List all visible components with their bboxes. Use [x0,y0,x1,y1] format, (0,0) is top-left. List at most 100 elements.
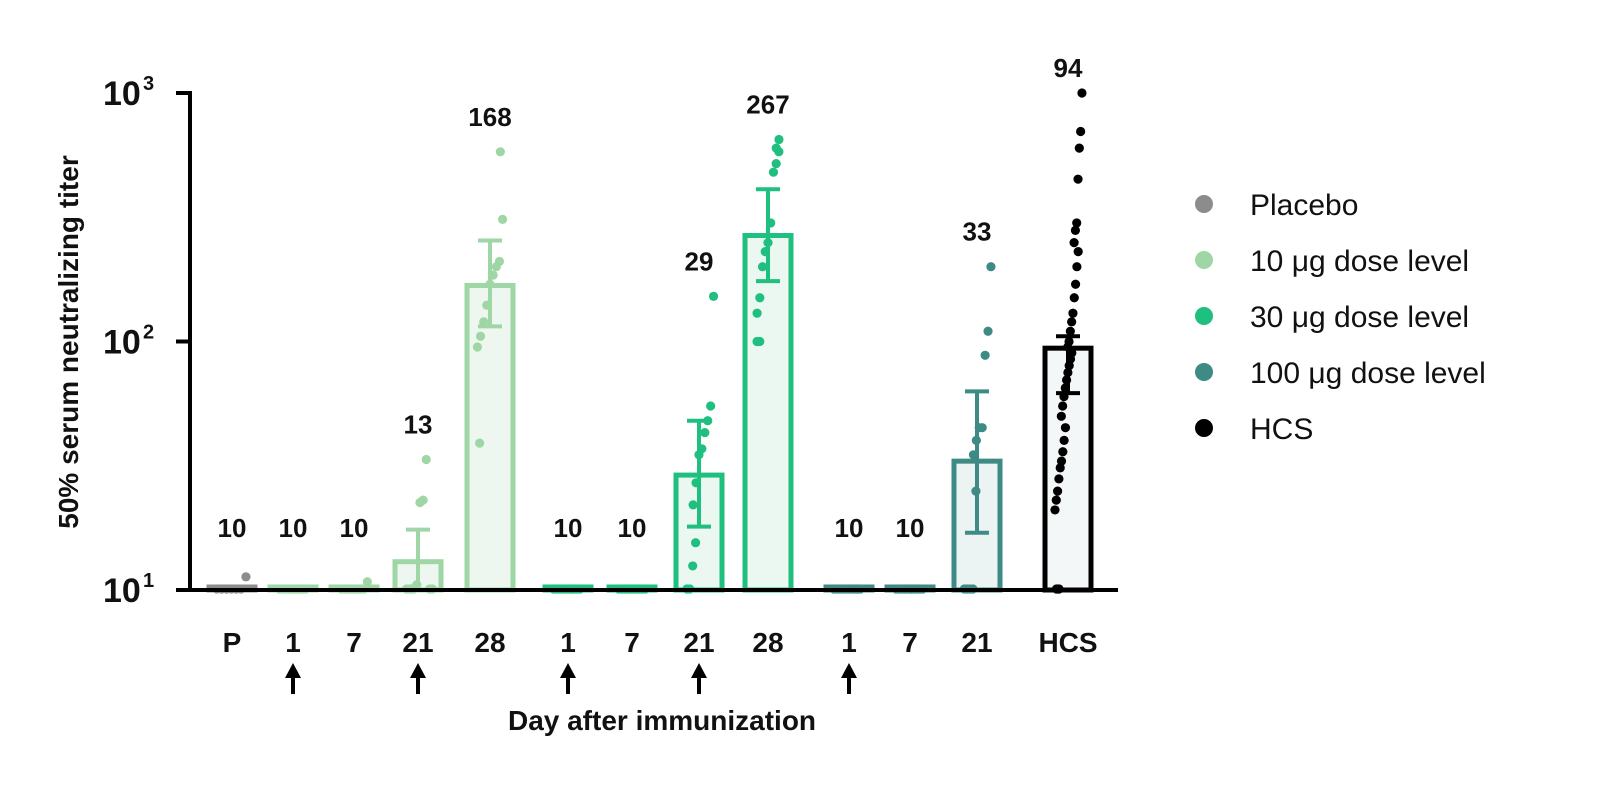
gmt-label: 267 [746,89,789,119]
data-point [983,326,993,336]
data-point [763,238,773,248]
bar-group: 10 [206,513,258,594]
bar-group: 10 [884,513,936,594]
data-point [475,438,485,448]
data-point [498,214,508,224]
data-point [1059,435,1069,445]
data-point [971,486,981,496]
legend-item: 30 μg dose level [1195,301,1469,334]
arrow-head [560,663,576,678]
legend-label: HCS [1250,413,1313,446]
data-point [1072,262,1082,272]
y-tick-exponent: 3 [143,73,154,95]
data-point [418,495,428,505]
data-point [757,262,768,272]
data-point [986,262,996,272]
y-tick-label: 10 [103,324,141,362]
gmt-label: 13 [404,410,433,440]
gmt-label: 10 [218,513,247,543]
gmt-label: 10 [896,513,925,543]
data-point [1063,367,1073,378]
x-axis: P 1 7 21 28 1 7 21 28 1 7 21 HCS [188,588,1118,694]
legend-marker [1195,195,1213,213]
data-point [485,279,495,289]
y-tick-label: 10 [103,75,141,113]
data-point [755,293,765,303]
data-point [700,427,710,438]
data-point [774,134,784,145]
data-point [766,218,776,228]
x-tick-label: 7 [902,627,918,658]
gmt-label: 33 [963,217,992,247]
arrow-up-icon [560,663,576,694]
bar-group: 29 [673,246,725,594]
legend-marker [1195,363,1213,381]
data-point [475,331,486,341]
data-point [977,423,987,433]
bar-group: 94 [1042,53,1094,594]
data-point [1054,474,1064,484]
data-point [1056,456,1067,466]
y-axis-title: 50% serum neutralizing titer [53,155,84,529]
gmt-label: 10 [618,513,647,543]
data-point [1068,308,1078,318]
data-point [760,247,770,257]
data-point [688,500,698,510]
data-point [703,416,713,426]
y-tick-exponent: 2 [143,322,154,344]
data-point [1069,293,1079,303]
data-point [1059,392,1069,402]
legend-marker [1195,307,1213,325]
data-point [971,435,981,445]
data-point [1067,317,1077,327]
bar-group: 10 [606,513,658,594]
legend-label: 10 μg dose level [1250,245,1469,278]
legend-item: 100 μg dose level [1195,357,1486,390]
bar-group: 13 [392,410,444,594]
x-tick-label: 21 [402,627,433,658]
legend-item: HCS [1195,413,1313,446]
x-tick-label: 7 [346,627,362,658]
data-point [697,444,707,454]
arrow-up-icon [691,663,707,694]
y-tick-label: 10 [103,572,141,610]
x-tick-label: 21 [961,627,992,658]
data-point [1073,247,1083,257]
data-point [1060,383,1070,393]
arrow-up-icon [410,663,426,694]
data-point [1056,411,1066,421]
data-point [1073,174,1083,184]
data-point [980,350,990,360]
gmt-label: 10 [279,513,308,543]
plot-area: 10 10 10 13 168 10 10 29 267 10 10 33 94 [206,53,1094,594]
bar-group: 267 [742,89,794,593]
data-point [968,450,979,460]
data-point [1072,218,1082,228]
legend-item: 10 μg dose level [1195,245,1469,278]
x-tick-label: P [223,627,242,658]
bar [742,233,794,593]
data-point [488,270,498,280]
data-point [412,580,422,590]
bar [464,283,516,593]
data-point [1060,423,1071,433]
legend-marker [1195,419,1213,437]
gmt-label: 168 [468,102,511,132]
x-tick-label: 1 [841,627,857,658]
data-point [691,478,701,488]
arrow-head [841,663,857,678]
data-point [771,158,781,169]
data-point [479,317,489,327]
legend-marker [1195,251,1213,269]
data-point [495,147,505,157]
legend-label: Placebo [1250,189,1358,222]
data-point [362,577,372,587]
arrow-head [691,663,707,678]
bar-group: 168 [464,102,516,593]
data-point [494,256,505,267]
data-point [752,308,762,318]
data-point [1070,279,1081,289]
arrow-head [410,663,426,678]
data-point [1074,143,1084,153]
gmt-label: 29 [685,246,714,276]
